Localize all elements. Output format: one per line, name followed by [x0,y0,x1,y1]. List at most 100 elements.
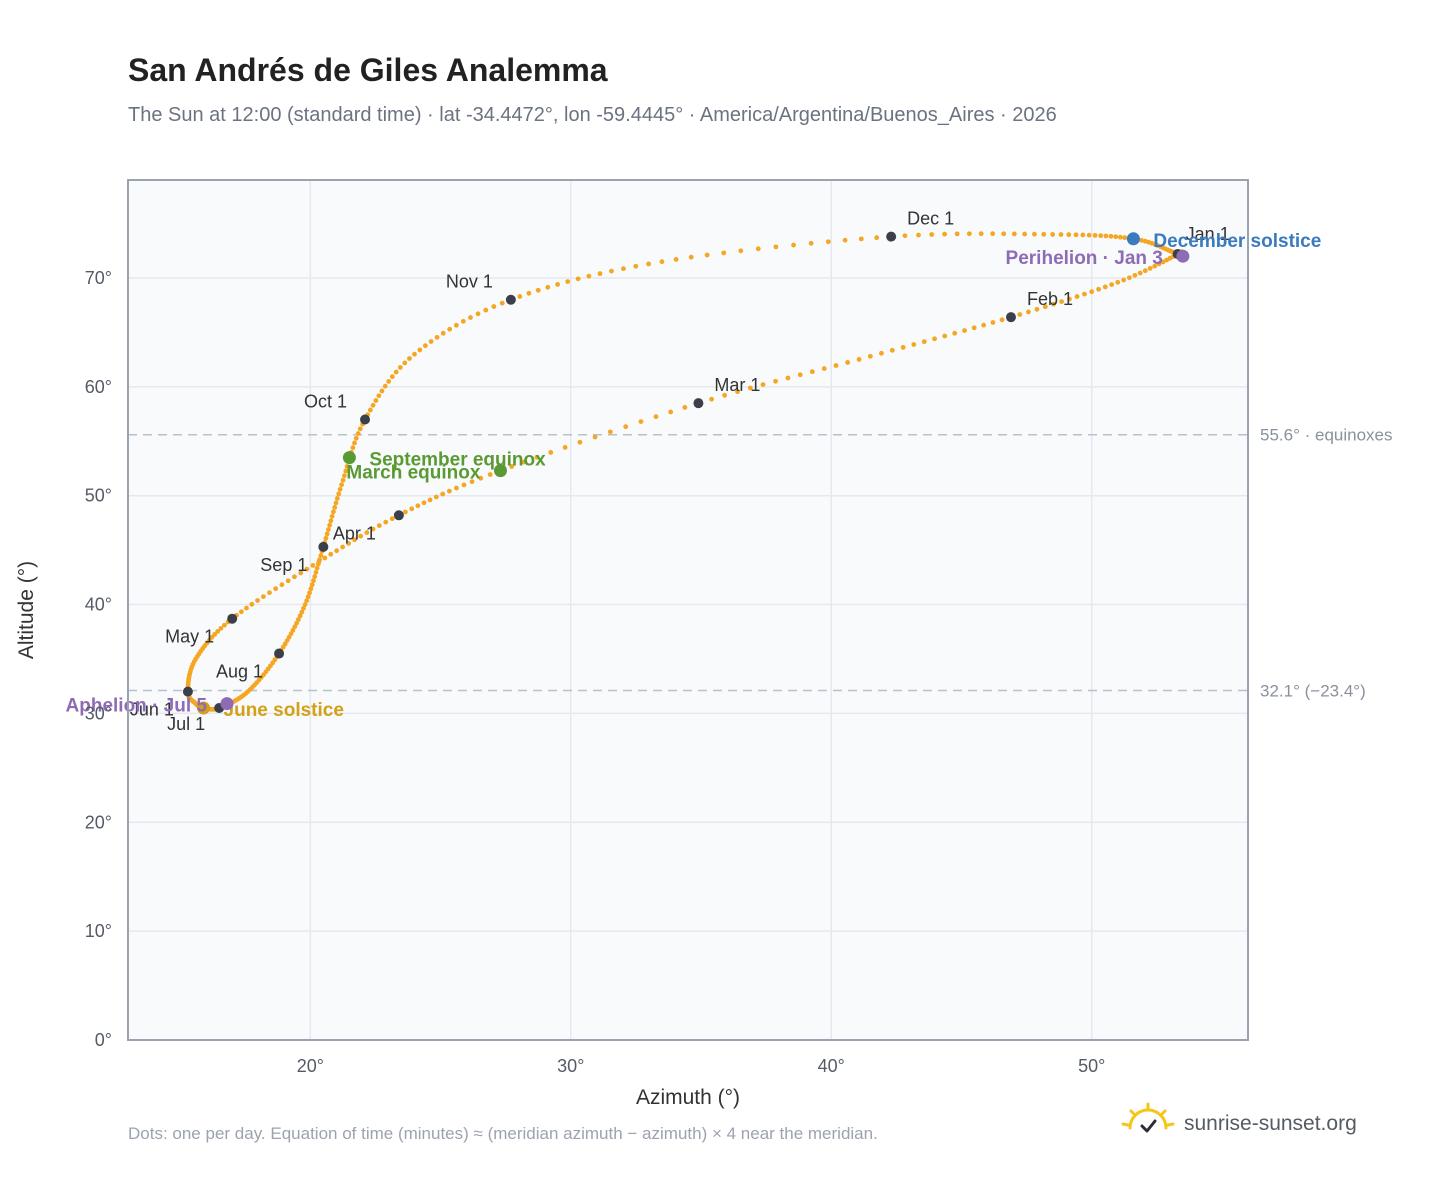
daily-dot [942,333,948,339]
daily-dot [1058,232,1064,237]
event-label: December solstice [1153,231,1321,252]
month-label: Oct 1 [304,391,347,411]
daily-dot [353,435,359,441]
month-marker [182,686,193,697]
daily-dot [1092,232,1098,238]
daily-dot [1122,235,1128,241]
daily-dot [309,582,315,588]
daily-dot [1073,232,1079,238]
daily-dot [1126,275,1132,281]
month-marker [505,294,516,305]
daily-dot [342,473,347,479]
daily-dot [346,540,351,546]
daily-dot [215,628,221,634]
daily-dot [304,598,310,604]
daily-dot [1098,233,1104,239]
daily-dot [355,431,361,436]
daily-dot [954,231,960,237]
daily-dot [344,463,350,469]
month-label: May 1 [165,627,214,647]
daily-dot [990,231,996,237]
daily-dot [1074,294,1080,299]
daily-dot [311,578,316,584]
month-marker [274,648,285,659]
daily-dot [1102,284,1108,290]
daily-dot [334,548,340,554]
daily-dot [434,334,440,340]
daily-dot [833,363,839,368]
daily-dot [318,553,324,558]
event-label: June solstice [224,700,344,721]
daily-dot [990,320,996,325]
daily-dot [1139,237,1144,243]
daily-dot [545,284,551,290]
daily-dot [329,513,335,519]
daily-dot [971,325,977,331]
daily-dot [407,356,412,361]
daily-dot [409,506,415,512]
daily-dot [966,231,972,237]
daily-dot [255,598,260,603]
daily-dot [1051,301,1056,307]
daily-dot [333,500,339,506]
daily-dot [389,374,395,380]
daily-dot [427,497,433,503]
x-tick-label: 40° [818,1056,845,1076]
daily-dot [285,578,291,584]
event-marker [1176,249,1190,263]
daily-dot [738,248,744,254]
daily-dot [323,535,329,541]
daily-dot [238,609,244,615]
daily-dot [607,429,613,435]
daily-dot [1082,291,1087,297]
daily-dot [461,482,467,488]
daily-dot [1011,231,1017,237]
month-marker [393,510,404,521]
daily-dot [653,414,659,420]
daily-dot [911,342,917,347]
daily-dot [249,601,255,607]
event-marker [197,701,211,715]
daily-dot [222,622,227,628]
daily-dot [1132,272,1138,278]
daily-dot [297,613,303,619]
daily-dot [621,266,626,272]
daily-dot [845,360,851,365]
daily-dot [487,472,493,477]
daily-dot [357,426,363,432]
daily-dot [517,294,523,299]
daily-dot [379,388,385,394]
daily-dot [312,574,318,579]
daily-dot [337,486,343,492]
daily-dot [889,347,895,353]
axis-ticks: 20° 30° 40° 50° 0° 10° 20° 30° 40° 50° 60° 70° [85,268,1106,1076]
daily-dot [367,407,373,413]
daily-dot [791,242,796,248]
daily-dot [1050,232,1056,237]
daily-dot [623,424,629,430]
daily-dot [1041,231,1047,237]
daily-dot [1137,270,1143,276]
daily-dot [856,357,862,362]
daily-dot [1067,296,1072,302]
month-label: Sep 1 [260,555,307,575]
month-marker [318,541,329,552]
daily-dot [433,494,439,500]
daily-dot [1086,232,1092,238]
daily-dot [534,454,540,460]
chart-subtitle: The Sun at 12:00 (standard time) · lat -… [128,104,1057,126]
month-label: Apr 1 [333,523,376,543]
daily-dot [332,504,338,510]
daily-dot [1042,304,1048,310]
daily-dot [273,586,279,592]
brand-link[interactable]: sunrise-sunset.org [1120,1102,1357,1144]
daily-dot [364,530,370,536]
daily-dot [376,523,382,529]
daily-dot [454,485,459,491]
daily-dot [1022,231,1028,237]
daily-dot [565,279,571,284]
month-marker [1005,312,1016,323]
daily-dot [412,351,417,357]
